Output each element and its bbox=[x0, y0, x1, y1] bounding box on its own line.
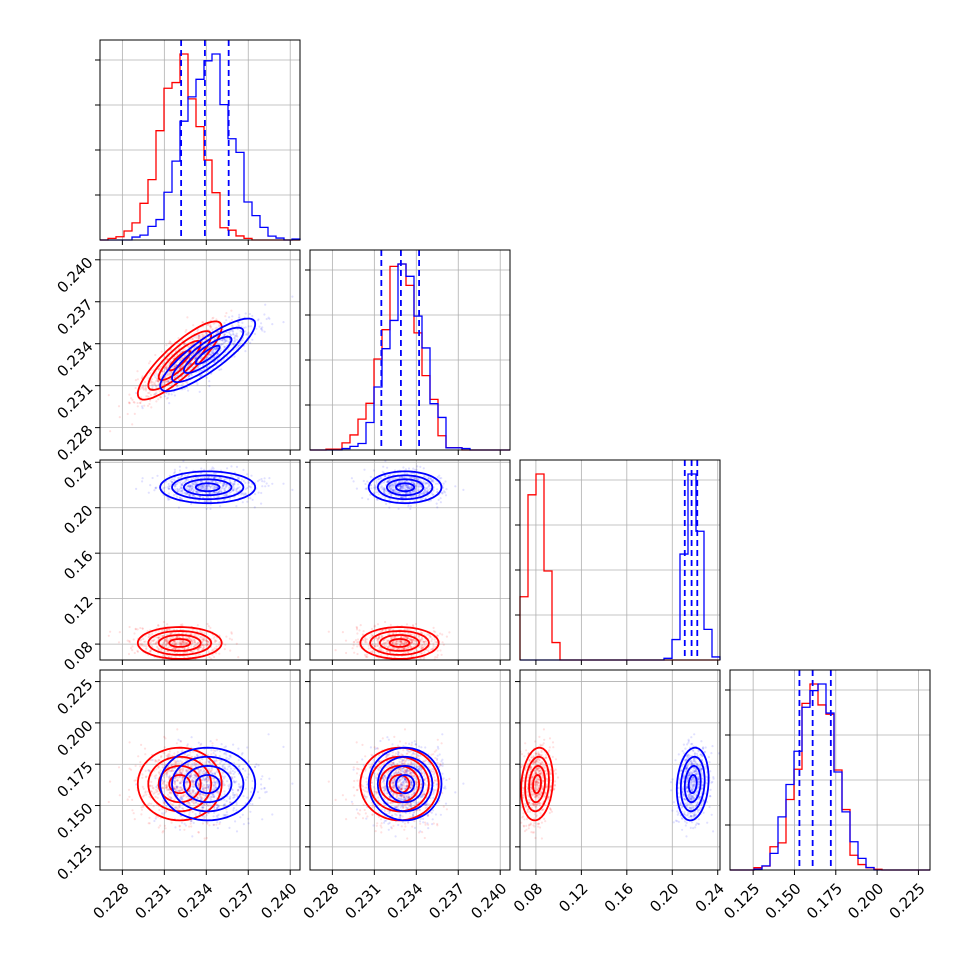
contour-red-3-1-1 bbox=[378, 764, 421, 804]
contour-red-2-1-3 bbox=[359, 626, 440, 660]
y-tick-label-3-2: 0.175 bbox=[53, 758, 96, 801]
contour-red-2-0-2 bbox=[147, 630, 213, 656]
x-tick-label-2-0: 0.08 bbox=[510, 880, 546, 916]
contour-red-3-1-0 bbox=[388, 774, 411, 794]
contour-blue-2-0-0 bbox=[194, 482, 221, 493]
y-tick-label-3-1: 0.150 bbox=[53, 799, 96, 842]
contour-blue-1-0-2 bbox=[171, 326, 245, 384]
x-tick-label-3-1: 0.150 bbox=[762, 880, 805, 923]
y-tick-label-2-3: 0.20 bbox=[60, 502, 96, 538]
histogram-blue-2 bbox=[520, 473, 721, 661]
panel-frame-3-0 bbox=[99, 669, 301, 871]
contour-blue-2-1-1 bbox=[385, 478, 425, 497]
contour-red-3-2-3 bbox=[520, 746, 554, 822]
histogram-blue-0 bbox=[100, 53, 301, 241]
contour-blue-2-1-0 bbox=[395, 482, 416, 493]
x-tick-label-3-3: 0.200 bbox=[844, 880, 887, 923]
contour-red-2-0-3 bbox=[136, 626, 223, 660]
histogram-red-2 bbox=[519, 473, 720, 661]
panel-frame-2-1 bbox=[309, 459, 511, 661]
contour-red-2-0-1 bbox=[157, 634, 202, 652]
panel-frame-0-0 bbox=[99, 39, 301, 241]
contour-red-1-0-3 bbox=[136, 320, 223, 401]
contour-red-3-1-2 bbox=[369, 755, 430, 813]
contour-red-3-2-2 bbox=[524, 755, 550, 813]
x-tick-label-3-2: 0.175 bbox=[803, 880, 846, 923]
panel-frame-2-2 bbox=[519, 459, 721, 661]
y-tick-label-1-3: 0.237 bbox=[53, 296, 96, 339]
panel-frame-2-0 bbox=[99, 459, 301, 661]
contour-red-3-0-0 bbox=[168, 774, 192, 794]
contour-red-3-0-1 bbox=[157, 764, 202, 804]
contour-blue-2-1-2 bbox=[376, 474, 434, 501]
y-tick-label-1-1: 0.231 bbox=[53, 379, 96, 422]
contour-blue-1-0-0 bbox=[194, 344, 221, 365]
y-tick-label-1-0: 0.228 bbox=[53, 421, 96, 464]
panel-frame-3-2 bbox=[519, 669, 721, 871]
panel-frame-3-3 bbox=[729, 669, 931, 871]
contour-red-3-0-3 bbox=[136, 746, 223, 822]
contour-red-3-2-1 bbox=[528, 765, 546, 804]
y-tick-label-2-2: 0.16 bbox=[60, 547, 96, 583]
contour-blue-3-0-2 bbox=[171, 755, 245, 813]
histogram-red-1 bbox=[310, 263, 510, 451]
x-tick-label-0-3: 0.237 bbox=[215, 880, 258, 923]
contour-blue-3-2-3 bbox=[675, 746, 710, 822]
x-tick-label-1-0: 0.228 bbox=[300, 880, 343, 923]
contour-blue-1-0-1 bbox=[182, 335, 233, 375]
histogram-red-0 bbox=[100, 53, 300, 241]
panel-frame-1-1 bbox=[309, 249, 511, 451]
contour-red-3-2-0 bbox=[532, 774, 542, 794]
contour-blue-3-1-2 bbox=[376, 755, 434, 813]
contour-red-2-1-0 bbox=[388, 638, 411, 648]
contour-blue-3-0-1 bbox=[182, 764, 233, 804]
contour-blue-3-2-0 bbox=[687, 774, 698, 794]
contour-blue-2-0-2 bbox=[171, 474, 245, 501]
contour-red-2-1-2 bbox=[369, 630, 430, 656]
contour-blue-3-1-0 bbox=[395, 774, 416, 794]
x-tick-label-1-1: 0.231 bbox=[341, 880, 384, 923]
y-tick-label-2-0: 0.08 bbox=[60, 638, 96, 674]
x-tick-label-0-2: 0.234 bbox=[173, 880, 216, 923]
x-tick-label-0-4: 0.240 bbox=[257, 880, 300, 923]
x-tick-label-0-0: 0.228 bbox=[90, 880, 133, 923]
contour-blue-2-1-3 bbox=[367, 470, 443, 505]
x-tick-label-3-0: 0.125 bbox=[720, 880, 763, 923]
contour-red-3-0-2 bbox=[147, 755, 213, 813]
contour-blue-3-2-2 bbox=[679, 755, 706, 813]
x-tick-label-2-3: 0.20 bbox=[646, 880, 682, 916]
y-tick-label-3-4: 0.225 bbox=[53, 675, 96, 718]
panel-frame-1-0 bbox=[99, 249, 301, 451]
contour-blue-3-1-3 bbox=[367, 746, 443, 822]
x-tick-label-1-4: 0.240 bbox=[467, 880, 510, 923]
contour-blue-3-0-3 bbox=[159, 746, 257, 822]
x-tick-label-2-1: 0.12 bbox=[555, 880, 591, 916]
contour-blue-3-1-1 bbox=[385, 764, 425, 804]
contour-blue-2-0-1 bbox=[182, 478, 233, 497]
panel-frame-3-1 bbox=[309, 669, 511, 871]
contour-blue-1-0-3 bbox=[159, 317, 257, 393]
y-tick-label-2-1: 0.12 bbox=[60, 592, 96, 628]
x-tick-label-1-3: 0.237 bbox=[425, 880, 468, 923]
contour-blue-3-2-1 bbox=[683, 765, 702, 804]
contour-red-2-1-1 bbox=[378, 634, 421, 652]
contour-blue-3-0-0 bbox=[194, 774, 221, 794]
contour-red-2-0-0 bbox=[168, 638, 192, 648]
y-tick-label-1-4: 0.240 bbox=[53, 254, 96, 297]
y-tick-label-1-2: 0.234 bbox=[53, 338, 96, 381]
y-tick-label-3-3: 0.200 bbox=[53, 717, 96, 760]
x-tick-label-3-4: 0.225 bbox=[886, 880, 929, 923]
x-tick-label-1-2: 0.234 bbox=[383, 880, 426, 923]
histogram-blue-1 bbox=[310, 263, 510, 451]
contour-red-3-1-3 bbox=[359, 746, 440, 822]
x-tick-label-0-1: 0.231 bbox=[131, 880, 174, 923]
x-tick-label-2-2: 0.16 bbox=[601, 880, 637, 916]
y-tick-label-3-0: 0.125 bbox=[53, 841, 96, 884]
contour-blue-2-0-3 bbox=[159, 470, 257, 505]
